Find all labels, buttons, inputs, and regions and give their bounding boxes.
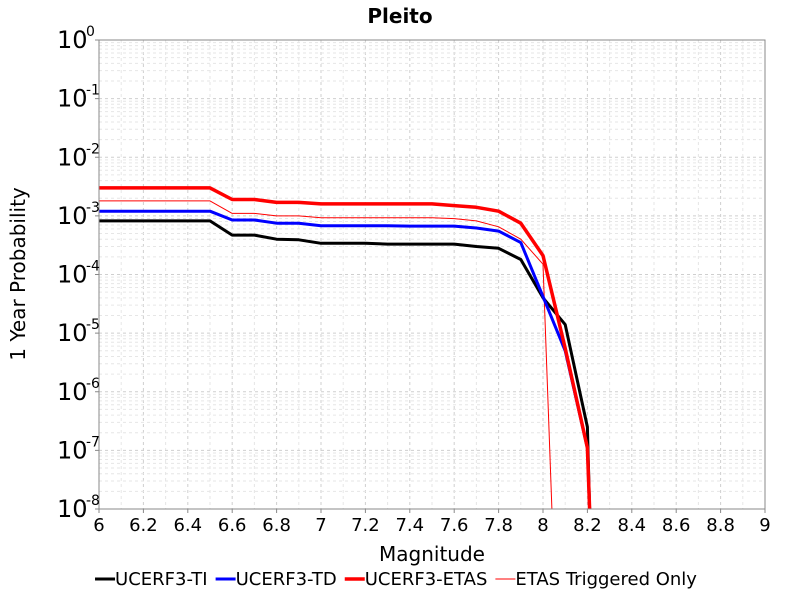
x-axis-ticks: 6 6.2 6.4 6.6 6.8 7 7.2 7.4 7.6 7.8 8 8.2 8.4 8.6 8.8 9 [93, 509, 771, 536]
y-tick-exponent: -6 [86, 376, 100, 392]
x-tick-label: 8.8 [706, 515, 735, 536]
x-tick-label: 8.6 [662, 515, 691, 536]
x-tick-label: 7.8 [484, 515, 513, 536]
y-axis-label: 1 Year Probability [6, 187, 30, 361]
legend-label-ucerf3-etas: UCERF3-ETAS [365, 569, 488, 590]
x-tick-label: 9 [759, 515, 770, 536]
x-axis-label: Magnitude [379, 542, 485, 566]
x-tick-label: 6.4 [173, 515, 202, 536]
y-tick-label: 10 [57, 436, 88, 464]
y-tick-exponent: -3 [86, 200, 100, 216]
x-tick-label: 7.4 [395, 515, 424, 536]
series-line-ucerf3-etas [99, 186, 592, 510]
series-line-ucerf3-ti [99, 219, 592, 510]
y-tick-label: 10 [57, 261, 88, 289]
x-tick-label: 8 [537, 515, 548, 536]
x-tick-label: 6 [93, 515, 104, 536]
y-tick-exponent: 0 [86, 24, 95, 40]
y-tick-exponent: -8 [86, 493, 100, 509]
y-tick-label: 10 [57, 202, 88, 230]
x-tick-label: 6.6 [218, 515, 247, 536]
x-tick-label: 8.4 [617, 515, 646, 536]
y-tick-exponent: -4 [86, 259, 100, 275]
y-tick-label: 10 [57, 319, 88, 347]
legend-label-ucerf3-ti: UCERF3-TI [115, 569, 208, 590]
series-line-ucerf3-td [99, 209, 592, 510]
x-tick-label: 6.8 [262, 515, 291, 536]
chart-title: Pleito [367, 4, 432, 28]
y-tick-label: 10 [57, 495, 88, 523]
y-tick-exponent: -1 [86, 83, 100, 99]
x-tick-label: 6.2 [129, 515, 158, 536]
x-tick-label: 7.2 [351, 515, 380, 536]
y-tick-label: 10 [57, 26, 88, 54]
y-tick-label: 10 [57, 85, 88, 113]
gridlines [98, 40, 766, 510]
y-tick-exponent: -5 [86, 317, 100, 333]
y-tick-exponent: -2 [86, 141, 100, 157]
y-tick-label: 10 [57, 143, 88, 171]
series-line-etas-triggered-only [99, 200, 553, 510]
series-layer [99, 186, 592, 510]
legend-label-ucerf3-td: UCERF3-TD [236, 569, 337, 590]
y-tick-exponent: -7 [86, 434, 100, 450]
x-tick-label: 8.2 [573, 515, 602, 536]
x-tick-label: 7 [315, 515, 326, 536]
x-tick-label: 7.6 [440, 515, 469, 536]
y-tick-label: 10 [57, 378, 88, 406]
legend-label-etas-triggered-only: ETAS Triggered Only [515, 569, 697, 590]
legend: UCERF3-TI UCERF3-TD UCERF3-ETAS ETAS Trigge… [95, 569, 697, 590]
